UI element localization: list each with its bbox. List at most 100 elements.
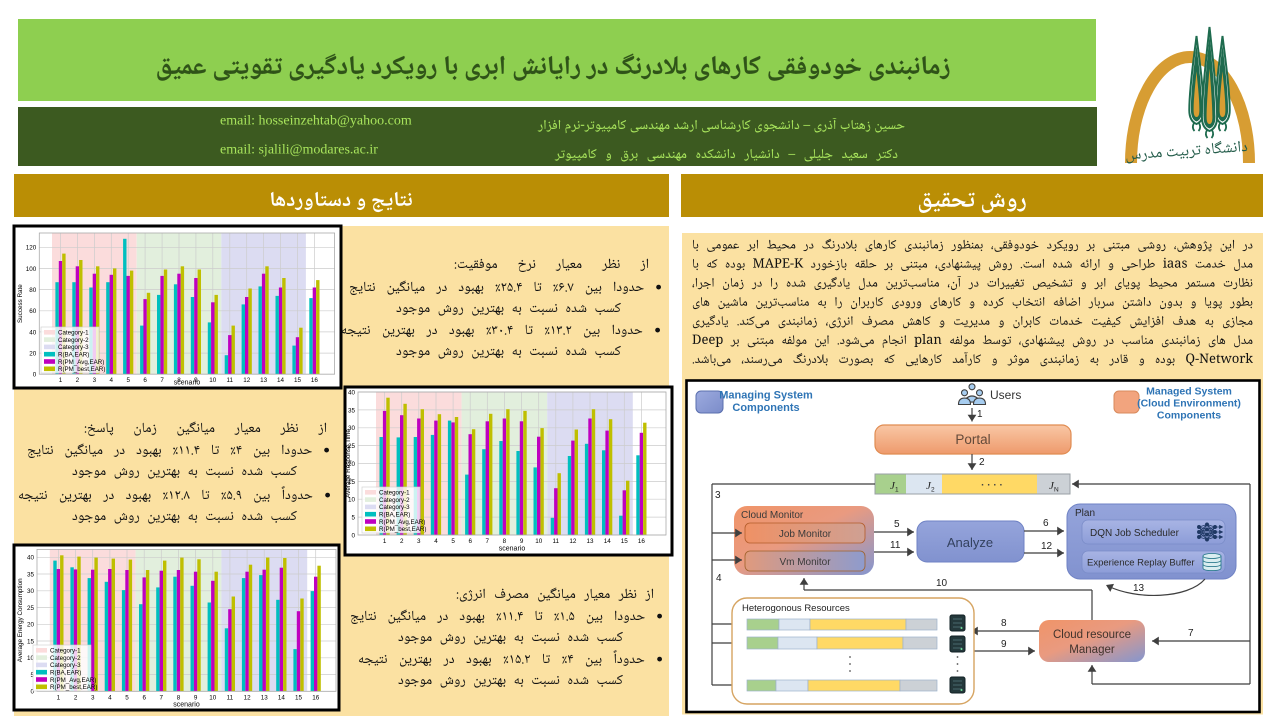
svg-text:Users: Users [990, 388, 1021, 402]
svg-text:Average Response Time: Average Response Time [345, 429, 352, 498]
svg-text:4: 4 [434, 538, 438, 545]
svg-text:5: 5 [126, 377, 130, 384]
svg-text:3: 3 [91, 694, 95, 701]
svg-text:DQN Job Scheduler: DQN Job Scheduler [1090, 528, 1180, 539]
svg-text:6: 6 [143, 377, 147, 384]
svg-text:100: 100 [26, 266, 37, 273]
svg-text:Heterogonous Resources: Heterogonous Resources [742, 603, 850, 614]
svg-text:0: 0 [33, 372, 37, 379]
svg-text:20: 20 [29, 350, 37, 357]
svg-text:3: 3 [417, 538, 421, 545]
svg-text:60: 60 [29, 308, 37, 315]
svg-text:15: 15 [621, 538, 629, 545]
svg-text:Portal: Portal [955, 432, 990, 447]
svg-text:J: J [926, 480, 932, 492]
svg-text:13: 13 [261, 694, 269, 701]
svg-text:Experience Replay Buffer: Experience Replay Buffer [1087, 558, 1195, 569]
svg-text:J: J [890, 480, 896, 492]
svg-text:11: 11 [227, 694, 234, 701]
svg-text:8: 8 [503, 538, 507, 545]
svg-text:15: 15 [27, 638, 35, 645]
svg-text:15: 15 [295, 694, 303, 701]
svg-text:Category-2: Category-2 [58, 337, 89, 344]
svg-text:40: 40 [27, 555, 35, 562]
svg-text:2: 2 [76, 377, 80, 384]
svg-text:Category-1: Category-1 [50, 648, 81, 655]
svg-text:13: 13 [260, 377, 268, 384]
svg-text:Analyze: Analyze [947, 535, 993, 550]
svg-text:14: 14 [277, 377, 285, 384]
svg-text:16: 16 [311, 377, 319, 384]
svg-text:Category-3: Category-3 [379, 504, 410, 511]
svg-text:8: 8 [1001, 618, 1007, 629]
svg-text:9: 9 [1001, 639, 1007, 650]
svg-text:Average Energy Consumption: Average Energy Consumption [17, 578, 24, 662]
svg-text:7: 7 [486, 538, 490, 545]
svg-text:1: 1 [383, 538, 387, 545]
svg-text:Managing System: Managing System [719, 390, 813, 402]
svg-text:25: 25 [348, 443, 356, 450]
svg-text:9: 9 [194, 377, 198, 384]
svg-text:6: 6 [142, 694, 146, 701]
svg-text:Job Monitor: Job Monitor [779, 529, 832, 540]
svg-text:80: 80 [29, 287, 37, 294]
svg-text:R(PM_Avg,EAR): R(PM_Avg,EAR) [50, 677, 96, 684]
svg-text:scenario: scenario [499, 546, 526, 553]
svg-text:10: 10 [348, 497, 356, 504]
svg-text:1: 1 [895, 487, 899, 494]
svg-text:16: 16 [638, 538, 646, 545]
svg-text:14: 14 [278, 694, 286, 701]
svg-text:30: 30 [27, 588, 35, 595]
svg-text:20: 20 [27, 622, 35, 629]
svg-text:5: 5 [351, 515, 355, 522]
svg-text:7: 7 [160, 694, 164, 701]
svg-text:30: 30 [348, 425, 356, 432]
svg-text:10: 10 [27, 655, 35, 662]
svg-text:4: 4 [110, 377, 114, 384]
svg-text:Plan: Plan [1075, 508, 1095, 519]
svg-text:10: 10 [209, 694, 217, 701]
svg-text:Category-2: Category-2 [379, 497, 410, 504]
svg-text:Components: Components [1157, 410, 1221, 422]
svg-text:email: sjalili@modares.ac.ir: email: sjalili@modares.ac.ir [220, 143, 378, 158]
svg-text:10: 10 [209, 377, 217, 384]
svg-text:15: 15 [294, 377, 302, 384]
svg-text:14: 14 [604, 538, 612, 545]
svg-text:4: 4 [108, 694, 112, 701]
svg-text:12: 12 [1041, 541, 1053, 552]
svg-text:R(BA,EAR): R(BA,EAR) [58, 352, 89, 359]
svg-text:Cloud Monitor: Cloud Monitor [741, 510, 804, 521]
svg-text:20: 20 [348, 461, 356, 468]
svg-text:R(BA,EAR): R(BA,EAR) [50, 670, 81, 677]
svg-text:10: 10 [936, 578, 948, 589]
svg-text:R(PM_best,EAR): R(PM_best,EAR) [58, 366, 105, 373]
svg-text:9: 9 [194, 694, 198, 701]
svg-text:1: 1 [59, 377, 63, 384]
svg-text:40: 40 [348, 389, 356, 396]
svg-text:R(PM_best,EAR): R(PM_best,EAR) [379, 526, 426, 533]
svg-text:2: 2 [979, 457, 985, 468]
svg-text:25: 25 [27, 605, 35, 612]
svg-text:email: hosseinzehtab@yahoo.com: email: hosseinzehtab@yahoo.com [220, 114, 412, 129]
svg-text:Manager: Manager [1069, 644, 1115, 656]
svg-text:5: 5 [30, 672, 34, 679]
svg-text:Vm Monitor: Vm Monitor [779, 557, 831, 568]
svg-text:11: 11 [890, 540, 901, 551]
svg-text:12: 12 [243, 377, 251, 384]
svg-text:7: 7 [1188, 628, 1194, 639]
svg-text:6: 6 [1043, 518, 1049, 529]
svg-text:(Cloud Environment): (Cloud Environment) [1137, 398, 1241, 410]
svg-text:Success Rate: Success Rate [17, 284, 24, 323]
svg-text:13: 13 [586, 538, 594, 545]
svg-text:9: 9 [520, 538, 524, 545]
svg-text:R(PM_Avg,EAR): R(PM_Avg,EAR) [58, 359, 104, 366]
svg-text:R(BA,EAR): R(BA,EAR) [379, 512, 410, 519]
svg-text:Category-3: Category-3 [50, 662, 81, 669]
svg-text:1: 1 [57, 694, 61, 701]
svg-text:15: 15 [348, 479, 356, 486]
svg-text:8: 8 [177, 694, 181, 701]
svg-text:16: 16 [312, 694, 320, 701]
svg-text:4: 4 [716, 573, 722, 584]
svg-text:11: 11 [227, 377, 234, 384]
svg-text:12: 12 [569, 538, 577, 545]
